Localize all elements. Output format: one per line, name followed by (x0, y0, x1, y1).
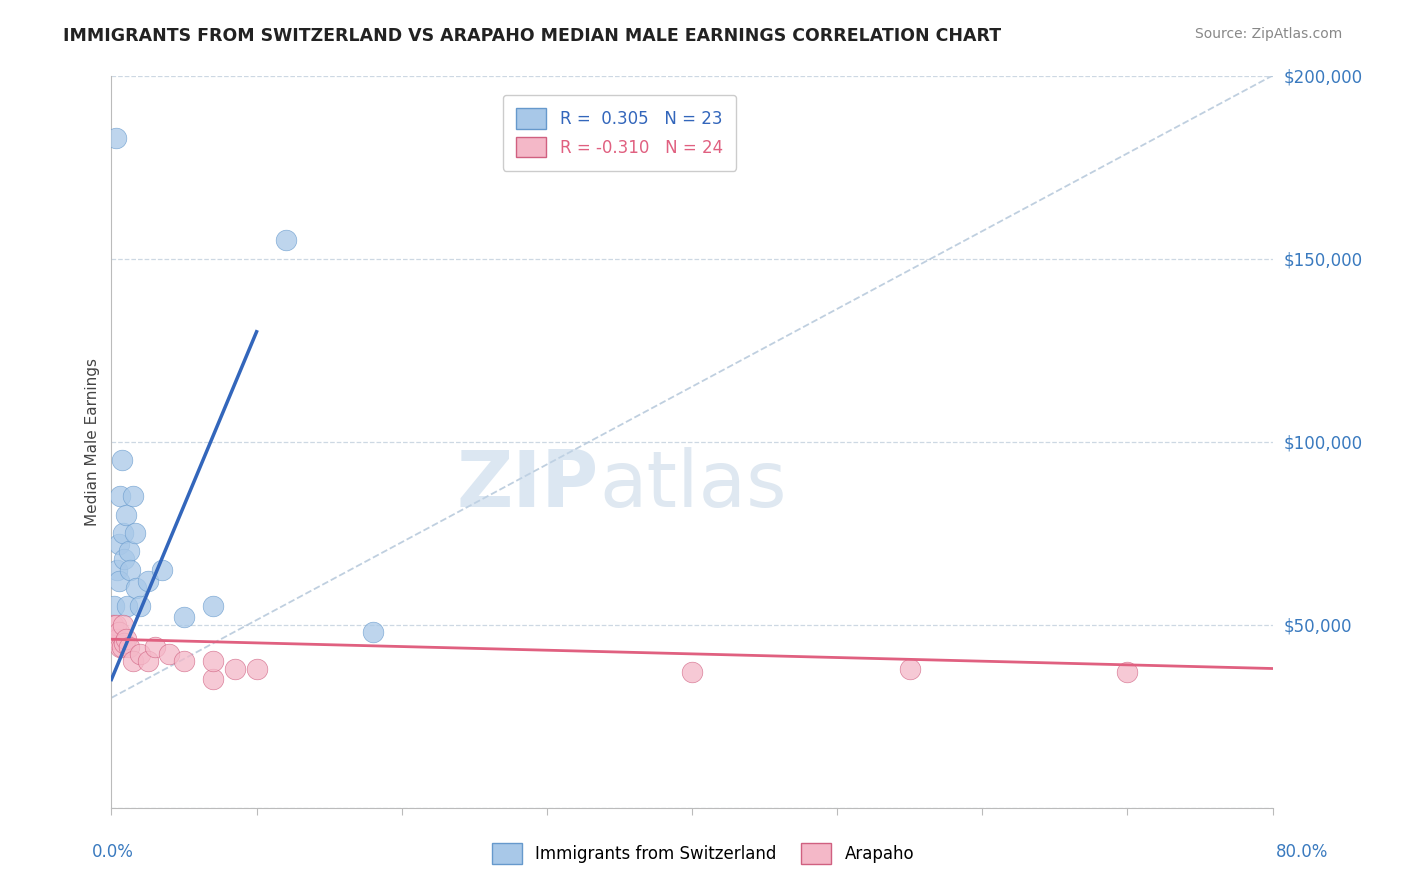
Point (136, 654, 159, 668)
Point (115, 508, 138, 522)
Point (108, 490, 131, 504)
Point (111, 526, 134, 541)
Text: 80.0%: 80.0% (1277, 843, 1329, 861)
Point (129, 647, 152, 661)
Point (107, 624, 129, 639)
Point (120, 563, 142, 577)
Point (101, 617, 124, 632)
Point (108, 640, 131, 654)
Point (122, 654, 145, 668)
Text: 0.0%: 0.0% (91, 843, 134, 861)
Y-axis label: Median Male Earnings: Median Male Earnings (86, 358, 100, 525)
Point (124, 526, 146, 541)
Point (118, 544, 141, 558)
Point (117, 599, 139, 614)
Point (122, 490, 145, 504)
Point (202, 673, 225, 687)
Point (143, 640, 166, 654)
Point (150, 563, 173, 577)
Point (224, 661, 246, 675)
Point (173, 654, 195, 668)
Point (114, 636, 136, 650)
Point (129, 599, 152, 614)
Point (111, 617, 134, 632)
Point (125, 581, 148, 595)
Point (361, 624, 384, 639)
Text: Source: ZipAtlas.com: Source: ZipAtlas.com (1195, 27, 1343, 41)
Text: ZIP: ZIP (457, 448, 599, 524)
Point (202, 599, 225, 614)
Point (274, 233, 297, 247)
Point (107, 537, 129, 551)
Point (118, 640, 141, 654)
Point (245, 661, 267, 675)
Legend: Immigrants from Switzerland, Arapaho: Immigrants from Switzerland, Arapaho (485, 837, 921, 871)
Point (104, 617, 127, 632)
Point (1116, 665, 1139, 680)
Point (681, 665, 703, 680)
Point (103, 599, 125, 614)
Point (136, 574, 159, 588)
Point (104, 130, 127, 145)
Point (114, 551, 136, 566)
Point (105, 563, 128, 577)
Point (105, 632, 128, 647)
Point (898, 661, 921, 675)
Point (110, 640, 132, 654)
Point (110, 453, 132, 467)
Text: atlas: atlas (599, 448, 786, 524)
Point (159, 647, 181, 661)
Point (202, 654, 225, 668)
Text: IMMIGRANTS FROM SWITZERLAND VS ARAPAHO MEDIAN MALE EARNINGS CORRELATION CHART: IMMIGRANTS FROM SWITZERLAND VS ARAPAHO M… (63, 27, 1001, 45)
Legend: R =  0.305   N = 23, R = -0.310   N = 24: R = 0.305 N = 23, R = -0.310 N = 24 (503, 95, 737, 170)
Point (107, 574, 129, 588)
Point (173, 610, 195, 624)
Point (115, 632, 138, 647)
Point (103, 632, 125, 647)
